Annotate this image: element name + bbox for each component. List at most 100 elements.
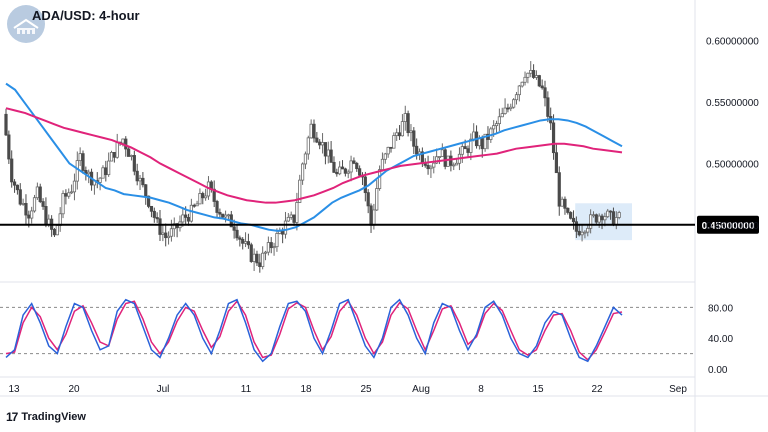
candle-body: [335, 171, 339, 175]
candle-body: [241, 238, 245, 244]
candle-body: [158, 218, 162, 235]
candle-body: [101, 167, 105, 179]
candle-body: [52, 228, 57, 236]
candle-body: [61, 193, 65, 215]
candle-body: [249, 244, 253, 262]
candle-body: [377, 169, 382, 189]
candle-body: [201, 193, 205, 199]
support-price-badge-label: 0.45000000: [702, 221, 755, 232]
candle-body: [531, 70, 536, 78]
candle-body: [460, 146, 464, 155]
candle-body: [597, 215, 601, 223]
candle-body: [261, 252, 265, 268]
candle-body: [286, 216, 290, 222]
candle-body: [338, 166, 342, 175]
candle-body: [195, 203, 199, 207]
candle-body: [506, 107, 510, 110]
candle-body: [115, 141, 119, 158]
time-axis-tick-label: 22: [591, 384, 603, 395]
candle-body: [309, 123, 313, 139]
candle-body: [380, 158, 385, 170]
candle-body: [543, 87, 547, 99]
candle-body: [192, 204, 196, 207]
candle-body: [152, 210, 156, 218]
candle-body: [429, 166, 433, 170]
candle-body: [358, 168, 362, 176]
candle-body: [146, 195, 151, 207]
candle-body: [554, 152, 559, 174]
candle-body: [586, 227, 590, 233]
time-axis-tick-label: 13: [8, 384, 20, 395]
candle-body: [415, 145, 419, 155]
candle-body: [443, 149, 447, 167]
candle-body: [18, 189, 22, 205]
candle-body: [463, 146, 467, 150]
chart-title: ADA/USD: 4-hour: [32, 8, 140, 23]
moving-average-fast-line: [5, 82, 623, 232]
candle-body: [546, 97, 550, 117]
candle-body: [526, 72, 530, 78]
candle-body: [12, 181, 17, 186]
candle-body: [352, 160, 356, 164]
candle-body: [606, 210, 610, 218]
candle-body: [537, 75, 541, 87]
tradingview-brand-label: TradingView: [21, 411, 86, 423]
candle-body: [75, 160, 79, 182]
candle-body: [243, 241, 248, 244]
candle-body: [332, 161, 336, 173]
candle-body: [38, 186, 42, 202]
candle-body: [340, 166, 345, 170]
candle-body: [303, 153, 308, 165]
candle-body: [386, 146, 390, 155]
candle-body: [44, 206, 48, 226]
candle-body: [292, 214, 296, 223]
candle-body: [577, 230, 581, 236]
candle-body: [494, 123, 499, 127]
candle-body: [41, 201, 45, 207]
candle-body: [571, 217, 576, 223]
candle-body: [480, 138, 484, 150]
candle-body: [569, 212, 573, 219]
candle-body: [389, 146, 393, 149]
candle-body: [124, 138, 128, 150]
candle-body: [141, 177, 145, 186]
candle-body: [181, 214, 185, 223]
candle-body: [246, 241, 251, 246]
candle-body: [440, 149, 444, 157]
candle-body: [395, 132, 399, 136]
time-axis-tick-label: 8: [478, 384, 484, 395]
candle-body: [7, 134, 11, 160]
candle-body: [235, 229, 239, 239]
candle-body: [432, 162, 436, 168]
candle-body: [349, 160, 353, 173]
candle-body: [4, 113, 8, 136]
moving-average-slow-line: [5, 107, 623, 204]
candle-body: [500, 113, 504, 118]
candle-body: [27, 214, 31, 219]
candle-body: [129, 155, 134, 157]
candle-body: [127, 148, 131, 157]
candle-body: [603, 216, 607, 221]
candle-body: [589, 214, 593, 229]
candle-body: [566, 207, 570, 213]
price-axis-tick-label: 0.50000000: [706, 159, 759, 170]
candle-body: [409, 130, 413, 134]
candle-body: [215, 201, 219, 213]
candle-body: [397, 132, 402, 137]
candle-body: [300, 163, 305, 181]
candle-body: [64, 193, 68, 197]
candle-body: [221, 213, 225, 218]
candle-body: [477, 138, 482, 147]
candle-body: [132, 155, 136, 172]
candle-body: [112, 152, 116, 158]
candle-body: [315, 137, 319, 143]
consolidation-highlight-box: [575, 203, 632, 241]
time-axis-tick-label: 11: [241, 384, 252, 395]
candle-body: [10, 158, 14, 183]
candle-body: [343, 168, 347, 174]
time-axis-tick-label: 20: [68, 384, 80, 395]
candle-body: [551, 122, 556, 154]
price-axis-tick-label: 0.45000000: [706, 221, 759, 232]
candle-body: [446, 155, 450, 167]
